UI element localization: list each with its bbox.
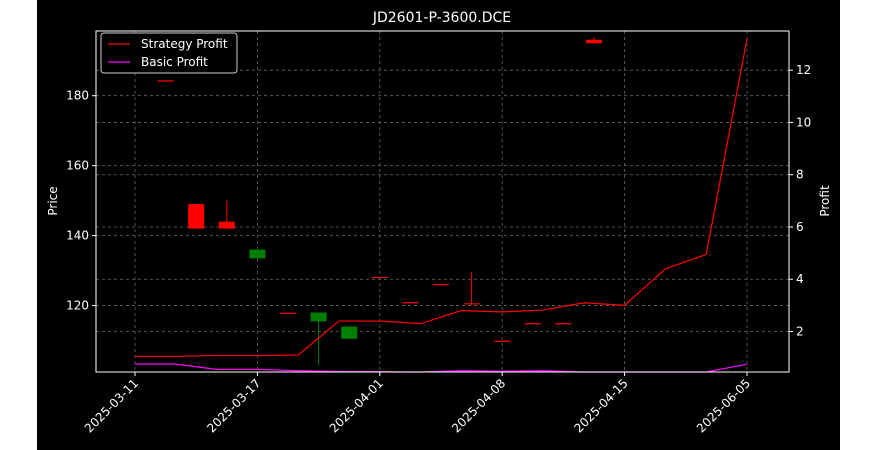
y-right-tick-label: 4 xyxy=(796,272,804,286)
x-tick-label: 2025-06-05 xyxy=(694,376,753,435)
y-left-tick-label: 180 xyxy=(66,89,89,103)
y-left-tick-label: 120 xyxy=(66,299,89,313)
plot-area xyxy=(135,36,748,373)
x-tick-label: 2025-03-17 xyxy=(204,376,263,435)
x-tick-label: 2025-04-08 xyxy=(449,376,508,435)
chart-title: JD2601-P-3600.DCE xyxy=(372,10,511,26)
legend-label-strategy-profit: Strategy Profit xyxy=(141,37,228,51)
y-axis-left-label: Price xyxy=(46,186,60,215)
x-tick-label: 2025-04-01 xyxy=(327,376,386,435)
chart-background xyxy=(37,0,840,450)
y-left-tick-label: 140 xyxy=(66,229,89,243)
series-line-strategy-profit xyxy=(135,38,748,357)
y-left-tick-label: 160 xyxy=(66,159,89,173)
legend-label-basic-profit: Basic Profit xyxy=(141,55,208,69)
plot-border xyxy=(95,30,790,373)
candle-body xyxy=(249,249,266,259)
candle-body xyxy=(586,39,602,44)
y-right-tick-label: 12 xyxy=(796,63,811,77)
candle-body xyxy=(310,312,327,322)
y-right-tick-label: 2 xyxy=(796,324,804,338)
x-tick-label: 2025-03-11 xyxy=(82,376,141,435)
series-line-basic-profit xyxy=(135,363,748,373)
y-right-tick-label: 8 xyxy=(796,168,804,182)
y-right-tick-label: 6 xyxy=(796,220,804,234)
legend-box xyxy=(100,32,238,74)
grid xyxy=(96,31,789,372)
candle-body xyxy=(188,204,205,229)
y-axis-right-label: Profit xyxy=(818,185,832,217)
candle-body xyxy=(218,221,235,229)
axes: 120 140 160 180 2 4 6 8 10 12 2025-03-11 2025-03-17… xyxy=(66,63,811,435)
x-tick-label: 2025-04-15 xyxy=(572,376,631,435)
legend: Strategy Profit Basic Profit xyxy=(100,32,238,74)
y-right-tick-label: 10 xyxy=(796,115,811,129)
candle-body xyxy=(341,326,358,339)
